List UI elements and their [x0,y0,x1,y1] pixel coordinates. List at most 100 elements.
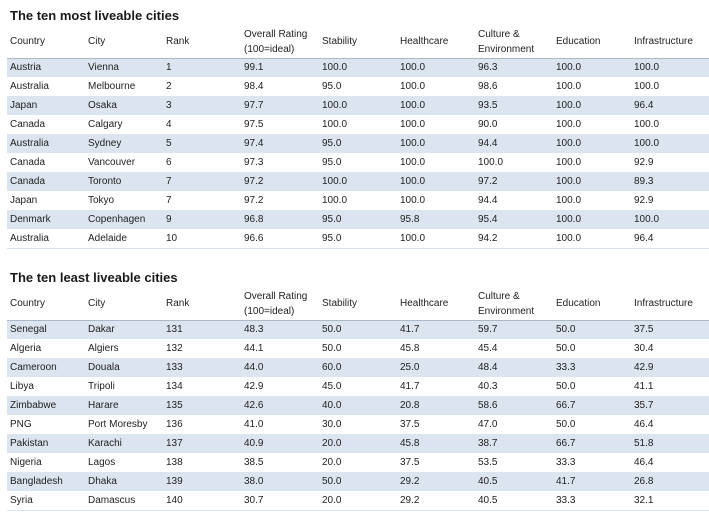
rank-cell: 9 [163,210,241,230]
culture-environment-cell: 93.5 [475,96,553,116]
overall-rating-cell: 48.3 [241,320,319,340]
city-cell: Tokyo [85,191,163,211]
overall-rating-cell: 97.3 [241,153,319,173]
table-row: Bangladesh Dhaka 139 38.0 50.0 29.2 40.5 41.7 26… [7,472,709,492]
country-cell: Senegal [7,320,85,340]
education-cell: 100.0 [553,77,631,97]
culture-environment-cell: 38.7 [475,434,553,454]
country-cell: Zimbabwe [7,396,85,416]
rank-cell: 7 [163,191,241,211]
stability-cell: 20.0 [319,491,397,511]
column-header-rank: Rank [163,288,241,321]
rank-cell: 3 [163,96,241,116]
infrastructure-cell: 92.9 [631,191,709,211]
infrastructure-cell: 100.0 [631,77,709,97]
culture-environment-cell: 90.0 [475,115,553,135]
healthcare-cell: 100.0 [397,115,475,135]
city-cell: Karachi [85,434,163,454]
city-cell: Sydney [85,134,163,154]
table-row: Japan Tokyo 7 97.2 100.0 100.0 94.4 100.0 92.9 [7,191,709,211]
city-cell: Adelaide [85,229,163,249]
city-cell: Tripoli [85,377,163,397]
overall-rating-cell: 42.6 [241,396,319,416]
column-header-culture-environment: Culture & Environment [475,288,553,321]
infrastructure-cell: 92.9 [631,153,709,173]
education-cell: 50.0 [553,320,631,340]
table-row: Pakistan Karachi 137 40.9 20.0 45.8 38.7 66.7 51… [7,434,709,454]
table-row: Algeria Algiers 132 44.1 50.0 45.8 45.4 50.0 30.… [7,339,709,359]
stability-cell: 50.0 [319,472,397,492]
stability-cell: 30.0 [319,415,397,435]
table-row: Australia Sydney 5 97.4 95.0 100.0 94.4 100.0 10… [7,134,709,154]
healthcare-cell: 100.0 [397,134,475,154]
rank-cell: 7 [163,172,241,192]
stability-cell: 40.0 [319,396,397,416]
rank-cell: 10 [163,229,241,249]
rank-cell: 136 [163,415,241,435]
stability-cell: 95.0 [319,77,397,97]
healthcare-cell: 100.0 [397,172,475,192]
education-cell: 50.0 [553,339,631,359]
country-cell: Canada [7,172,85,192]
city-cell: Toronto [85,172,163,192]
least-liveable-header-row: Country City Rank Overall Rating (100=id… [7,288,709,321]
rank-cell: 1 [163,58,241,78]
healthcare-cell: 41.7 [397,377,475,397]
education-cell: 41.7 [553,472,631,492]
healthcare-cell: 95.8 [397,210,475,230]
overall-rating-cell: 98.4 [241,77,319,97]
most-liveable-header-row: Country City Rank Overall Rating (100=id… [7,26,709,59]
healthcare-cell: 100.0 [397,77,475,97]
overall-rating-cell: 97.2 [241,172,319,192]
infrastructure-cell: 46.4 [631,453,709,473]
table-row: Australia Melbourne 2 98.4 95.0 100.0 98.6 100.… [7,77,709,97]
infrastructure-cell: 37.5 [631,320,709,340]
healthcare-cell: 25.0 [397,358,475,378]
least-liveable-table: Country City Rank Overall Rating (100=id… [7,288,709,511]
healthcare-cell: 100.0 [397,191,475,211]
table-row: Australia Adelaide 10 96.6 95.0 100.0 94.2 100.… [7,229,709,249]
country-cell: Cameroon [7,358,85,378]
stability-cell: 20.0 [319,434,397,454]
education-cell: 100.0 [553,210,631,230]
culture-environment-cell: 45.4 [475,339,553,359]
stability-cell: 50.0 [319,339,397,359]
country-cell: Austria [7,58,85,78]
city-cell: Port Moresby [85,415,163,435]
table-row: Libya Tripoli 134 42.9 45.0 41.7 40.3 50.0 41.1 [7,377,709,397]
column-header-education: Education [553,288,631,321]
column-header-stability: Stability [319,288,397,321]
least-liveable-title: The ten least liveable cities [10,270,178,285]
education-cell: 33.3 [553,453,631,473]
rank-cell: 138 [163,453,241,473]
infrastructure-cell: 100.0 [631,134,709,154]
city-cell: Copenhagen [85,210,163,230]
city-cell: Damascus [85,491,163,511]
education-cell: 100.0 [553,58,631,78]
culture-environment-cell: 59.7 [475,320,553,340]
stability-cell: 95.0 [319,134,397,154]
education-cell: 50.0 [553,377,631,397]
rank-cell: 140 [163,491,241,511]
culture-environment-cell: 96.3 [475,58,553,78]
stability-cell: 20.0 [319,453,397,473]
stability-cell: 100.0 [319,58,397,78]
column-header-country: Country [7,288,85,321]
infrastructure-cell: 96.4 [631,229,709,249]
table-row: Denmark Copenhagen 9 96.8 95.0 95.8 95.4 100.0 1… [7,210,709,230]
column-header-rank: Rank [163,26,241,59]
culture-environment-cell: 94.4 [475,134,553,154]
country-cell: Syria [7,491,85,511]
table-row: Syria Damascus 140 30.7 20.0 29.2 40.5 33.3 32.1 [7,491,709,511]
rank-cell: 4 [163,115,241,135]
city-cell: Calgary [85,115,163,135]
country-cell: Japan [7,191,85,211]
overall-rating-cell: 38.0 [241,472,319,492]
infrastructure-cell: 32.1 [631,491,709,511]
overall-rating-cell: 97.5 [241,115,319,135]
culture-environment-cell: 98.6 [475,77,553,97]
healthcare-cell: 45.8 [397,434,475,454]
education-cell: 100.0 [553,153,631,173]
infrastructure-cell: 100.0 [631,115,709,135]
city-cell: Douala [85,358,163,378]
